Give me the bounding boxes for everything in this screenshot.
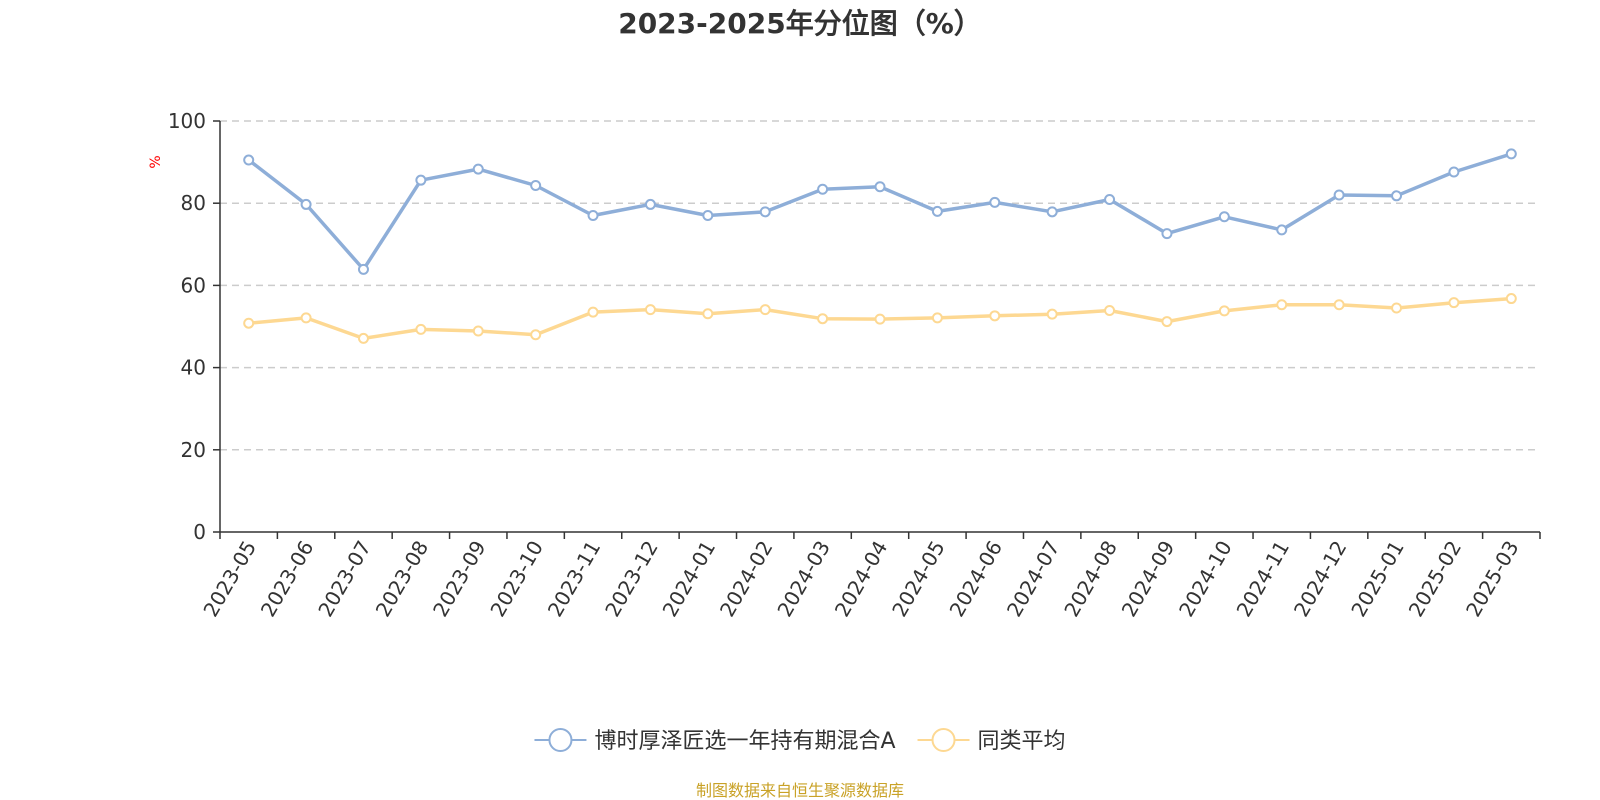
data-point xyxy=(1161,316,1173,328)
x-tick-label: 2024-01 xyxy=(658,537,721,621)
data-point xyxy=(472,163,484,175)
x-tick-label: 2024-06 xyxy=(945,537,1008,621)
data-point xyxy=(874,181,886,193)
legend: 博时厚泽匠选一年持有期混合A 同类平均 xyxy=(534,728,1066,754)
data-point xyxy=(357,332,369,344)
data-point xyxy=(931,312,943,324)
x-tick-label: 2023-10 xyxy=(485,537,548,621)
data-point xyxy=(472,325,484,337)
data-point xyxy=(817,183,829,195)
data-point xyxy=(357,263,369,275)
data-point xyxy=(759,206,771,218)
data-point xyxy=(644,304,656,316)
series-lines xyxy=(243,148,1517,344)
data-point xyxy=(1391,190,1403,202)
data-point xyxy=(1333,189,1345,201)
y-tick-label: 40 xyxy=(181,356,206,380)
data-point xyxy=(1104,304,1116,316)
data-point xyxy=(874,313,886,325)
axes: 0 20 40 60 80 100 2023-052023-062023-072023-08… xyxy=(168,109,1541,621)
data-point xyxy=(1046,206,1058,218)
y-axis-label: % xyxy=(148,155,164,168)
grid-lines xyxy=(220,120,1540,451)
data-point xyxy=(243,154,255,166)
y-tick-label: 100 xyxy=(168,109,206,133)
legend-label: 博时厚泽匠选一年持有期混合A xyxy=(594,729,895,754)
x-tick-label: 2023-12 xyxy=(600,537,663,621)
data-point xyxy=(415,174,427,186)
x-tick-label: 2024-12 xyxy=(1289,537,1352,621)
x-tick-label: 2023-08 xyxy=(371,537,434,621)
x-tick-label: 2025-02 xyxy=(1404,537,1467,621)
legend-marker xyxy=(548,728,573,752)
data-point xyxy=(300,312,312,324)
data-point xyxy=(415,323,427,335)
series-line xyxy=(247,152,1512,272)
x-tick-label: 2024-09 xyxy=(1117,537,1180,621)
y-tick-label: 60 xyxy=(181,273,206,297)
data-point xyxy=(1276,299,1288,311)
data-point xyxy=(300,198,312,210)
data-point xyxy=(1333,299,1345,311)
data-point xyxy=(989,310,1001,322)
data-point xyxy=(1391,302,1403,314)
data-point xyxy=(817,313,829,325)
x-tick-label: 2024-10 xyxy=(1174,537,1237,621)
legend-label: 同类平均 xyxy=(978,729,1066,754)
data-point xyxy=(1046,308,1058,320)
x-tick-label: 2023-11 xyxy=(543,537,606,621)
x-tick-label: 2024-03 xyxy=(772,537,835,621)
y-tick-label: 20 xyxy=(181,438,206,462)
x-tick-label: 2023-06 xyxy=(256,537,319,621)
data-point xyxy=(1218,211,1230,223)
x-tick-label: 2023-09 xyxy=(428,537,491,621)
data-point xyxy=(587,306,599,318)
data-point xyxy=(530,180,542,192)
x-tick-label: 2024-07 xyxy=(1002,537,1065,621)
x-tick-label: 2024-11 xyxy=(1231,537,1294,621)
data-point xyxy=(931,205,943,217)
series-1 xyxy=(243,148,1517,275)
data-point xyxy=(530,329,542,341)
legend-marker xyxy=(931,728,956,752)
data-point xyxy=(702,308,714,320)
data-point xyxy=(989,196,1001,208)
x-tick-label: 2023-05 xyxy=(198,537,261,621)
data-point xyxy=(759,304,771,316)
data-point xyxy=(1218,305,1230,317)
x-tick-label: 2025-01 xyxy=(1346,537,1409,621)
x-tick-label: 2024-08 xyxy=(1059,537,1122,621)
series-2 xyxy=(243,293,1517,344)
x-tick-label: 2024-02 xyxy=(715,537,778,621)
x-tick-label: 2023-07 xyxy=(313,537,376,621)
data-source-note: 制图数据来自恒生聚源数据库 xyxy=(696,781,904,800)
x-tick-label: 2025-03 xyxy=(1461,537,1524,621)
data-point xyxy=(644,198,656,210)
data-point xyxy=(587,210,599,222)
data-point xyxy=(1448,166,1460,178)
y-tick-label: 80 xyxy=(181,191,206,215)
data-point xyxy=(1505,293,1517,305)
data-point xyxy=(1276,224,1288,236)
data-point xyxy=(1104,194,1116,206)
data-point xyxy=(1448,297,1460,309)
x-tick-label: 2024-05 xyxy=(887,537,950,621)
data-point xyxy=(1505,148,1517,160)
data-point xyxy=(702,210,714,222)
y-tick-label: 0 xyxy=(193,520,206,544)
data-point xyxy=(1161,228,1173,240)
chart-title: 2023-2025年分位图（%） xyxy=(618,7,982,40)
x-tick-label: 2024-04 xyxy=(830,537,893,621)
data-point xyxy=(243,317,255,329)
